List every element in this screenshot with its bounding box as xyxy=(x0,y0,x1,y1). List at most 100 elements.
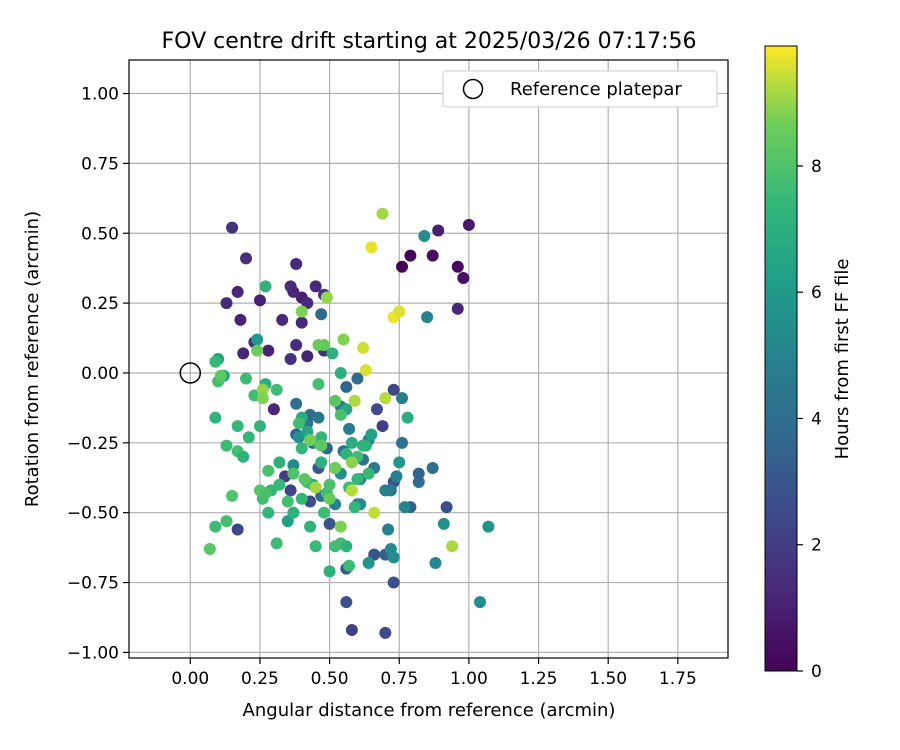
data-point xyxy=(226,221,239,234)
data-point xyxy=(426,249,439,262)
data-point xyxy=(290,257,303,270)
reference-platepar-marker xyxy=(179,362,202,384)
data-point xyxy=(237,450,250,463)
data-point xyxy=(253,294,266,307)
data-point xyxy=(312,411,325,424)
y-tick-label: 0.25 xyxy=(81,294,119,314)
data-point xyxy=(362,467,375,480)
data-point xyxy=(259,280,272,293)
data-point xyxy=(345,456,358,469)
x-tick-label: 1.75 xyxy=(659,669,697,689)
data-point xyxy=(301,350,314,363)
data-point xyxy=(304,434,317,447)
data-point xyxy=(240,252,253,265)
data-point xyxy=(384,484,397,497)
data-point xyxy=(304,520,317,533)
data-point xyxy=(329,461,342,474)
data-point xyxy=(309,280,322,293)
data-point xyxy=(220,515,233,528)
data-point xyxy=(376,420,389,433)
data-point xyxy=(376,207,389,220)
data-point xyxy=(320,291,333,304)
data-point xyxy=(290,397,303,410)
x-axis-label: Angular distance from reference (arcmin) xyxy=(243,700,616,721)
y-tick-label: 0.00 xyxy=(81,364,119,384)
y-axis-ticks: 1.00 0.75 0.50 0.25 0.00 −0.25 −0.50 −0.75 −1.00 xyxy=(67,85,129,663)
data-point xyxy=(237,347,250,360)
data-point xyxy=(231,523,244,536)
data-point xyxy=(231,420,244,433)
data-point xyxy=(262,464,275,477)
data-point xyxy=(323,492,336,505)
y-tick-label: 0.75 xyxy=(81,154,119,174)
data-point xyxy=(398,501,411,514)
data-point xyxy=(351,372,364,385)
data-point xyxy=(203,543,216,556)
data-point xyxy=(284,353,297,365)
data-point xyxy=(287,467,300,480)
data-point xyxy=(390,470,403,483)
data-point xyxy=(290,339,303,352)
data-point xyxy=(287,459,300,472)
data-point xyxy=(351,473,364,486)
data-point xyxy=(242,431,255,444)
data-point xyxy=(396,260,409,273)
data-point xyxy=(379,626,392,639)
data-point xyxy=(295,492,308,505)
plot-area xyxy=(129,60,728,658)
data-point xyxy=(393,456,406,469)
data-point xyxy=(432,224,445,237)
data-point xyxy=(309,481,322,494)
data-point xyxy=(370,403,383,416)
data-point xyxy=(421,311,434,324)
data-point xyxy=(259,487,272,500)
x-tick-label: 0.00 xyxy=(171,669,209,689)
data-point xyxy=(429,556,442,569)
data-point xyxy=(343,559,356,572)
data-point xyxy=(256,383,269,396)
data-point xyxy=(446,540,459,553)
data-point xyxy=(262,506,275,519)
data-point xyxy=(209,520,222,533)
data-point xyxy=(474,596,487,609)
data-point xyxy=(329,540,342,553)
x-tick-label: 0.50 xyxy=(311,669,349,689)
data-point xyxy=(209,355,222,368)
data-point xyxy=(345,484,358,497)
y-tick-label: 0.50 xyxy=(81,224,119,244)
data-point xyxy=(359,364,372,377)
data-point xyxy=(345,624,358,637)
data-point xyxy=(362,556,375,569)
data-point xyxy=(273,478,286,491)
data-point xyxy=(418,230,431,243)
data-point xyxy=(426,461,439,474)
colorbar-label: Hours from first FF file xyxy=(832,259,853,460)
data-point xyxy=(315,439,328,452)
data-point xyxy=(345,436,358,449)
x-tick-label: 0.75 xyxy=(380,669,418,689)
data-point xyxy=(393,305,406,318)
data-point xyxy=(326,347,339,360)
data-point xyxy=(440,501,453,514)
data-point xyxy=(387,576,400,589)
data-point xyxy=(262,344,275,357)
colorbar-tick-label: 4 xyxy=(811,409,822,429)
data-point xyxy=(251,333,264,346)
data-point xyxy=(231,285,244,298)
reference-point xyxy=(179,362,202,384)
y-axis-label: Rotation from reference (arcmin) xyxy=(22,211,43,507)
data-point xyxy=(267,403,280,416)
data-point xyxy=(357,439,370,452)
data-point xyxy=(209,411,222,424)
data-point xyxy=(379,392,392,405)
data-point xyxy=(462,218,475,231)
y-tick-label: −1.00 xyxy=(67,643,119,663)
data-point xyxy=(382,523,395,536)
data-point xyxy=(220,439,233,452)
data-point xyxy=(412,467,425,480)
data-point xyxy=(451,260,464,273)
data-point xyxy=(220,297,233,310)
data-point xyxy=(318,506,331,519)
data-point xyxy=(292,417,305,430)
x-tick-label: 1.25 xyxy=(520,669,558,689)
